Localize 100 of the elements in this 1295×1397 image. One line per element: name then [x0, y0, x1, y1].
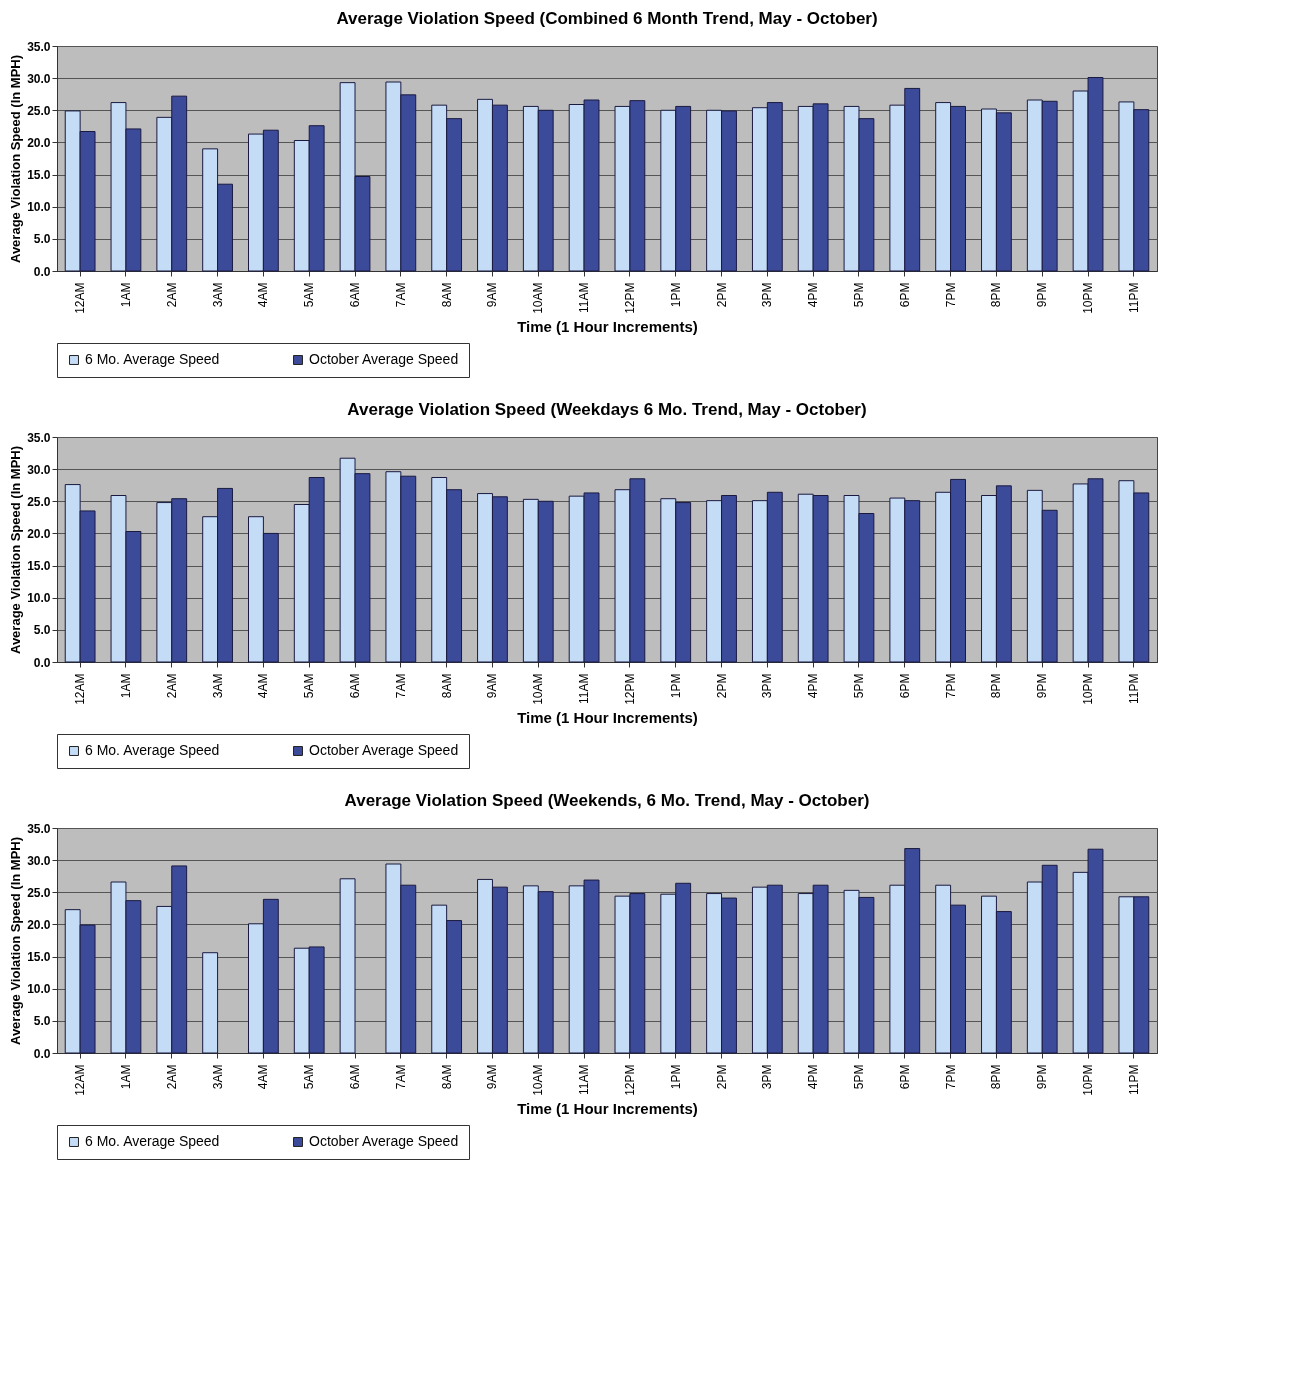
x-tick-label: 11AM: [577, 1064, 592, 1095]
chart-title: Average Violation Speed (Weekends, 6 Mo. Trend, May - October): [344, 791, 870, 810]
x-tick-label: 7PM: [943, 673, 958, 699]
x-tick-label: 8PM: [989, 282, 1004, 308]
x-tick-label: 6PM: [897, 282, 912, 308]
x-tick-label: 4PM: [806, 1064, 821, 1090]
y-tick-label: 20.0: [27, 917, 51, 932]
x-tick-label: 7PM: [943, 282, 958, 308]
y-tick-label: 5.0: [33, 1014, 51, 1029]
x-tick-label: 3PM: [760, 1064, 775, 1090]
x-tick-label: 10PM: [1081, 673, 1096, 705]
x-tick-label: 4AM: [256, 282, 271, 308]
legend-label: 6 Mo. Average Speed: [85, 1133, 220, 1149]
bar: [202, 952, 219, 1054]
x-tick-label: 2PM: [714, 673, 729, 699]
y-axis-title: Average Violation Speed (In MPH): [8, 836, 24, 1046]
legend-label: October Average Speed: [309, 742, 459, 758]
x-tick-label: 10PM: [1081, 1064, 1096, 1096]
x-tick-label: 9AM: [485, 1064, 500, 1090]
chart-title: Average Violation Speed (Weekdays 6 Mo. Trend, May - October): [347, 400, 867, 419]
x-tick-label: 11PM: [1126, 673, 1141, 704]
y-tick-label: 20.0: [27, 526, 51, 541]
x-tick-label: 7PM: [943, 1064, 958, 1090]
x-tick-label: 1AM: [118, 673, 133, 699]
x-axis-title: Time (1 Hour Increments): [517, 708, 698, 726]
y-axis-title: Average Violation Speed (In MPH): [8, 445, 24, 655]
x-tick-label: 6AM: [348, 282, 363, 308]
x-tick-label: 5PM: [851, 282, 866, 308]
x-tick-label: 11AM: [577, 282, 592, 313]
y-tick-label: 25.0: [27, 885, 51, 900]
y-tick-label: 30.0: [27, 853, 51, 868]
x-tick-label: 2PM: [714, 282, 729, 308]
x-tick-label: 1PM: [668, 673, 683, 699]
x-tick-label: 4PM: [806, 282, 821, 308]
x-tick-label: 3AM: [210, 282, 225, 308]
x-tick-label: 6PM: [897, 673, 912, 699]
y-tick-label: 20.0: [27, 135, 51, 150]
x-tick-label: 10AM: [531, 1064, 546, 1096]
x-tick-label: 11PM: [1126, 282, 1141, 313]
y-tick-label: 30.0: [27, 71, 51, 86]
x-tick-label: 1AM: [118, 1064, 133, 1090]
x-tick-label: 10AM: [531, 282, 546, 314]
x-tick-label: 8PM: [989, 1064, 1004, 1090]
x-tick-label: 9PM: [1035, 1064, 1050, 1090]
y-tick-label: 35.0: [27, 821, 51, 836]
y-tick-label: 15.0: [27, 168, 51, 183]
y-tick-label: 30.0: [27, 462, 51, 477]
y-axis-title: Average Violation Speed (In MPH): [8, 54, 24, 264]
x-tick-label: 12AM: [73, 282, 88, 314]
x-tick-label: 3AM: [210, 1064, 225, 1090]
x-tick-label: 2AM: [164, 673, 179, 699]
y-tick-label: 15.0: [27, 559, 51, 574]
x-tick-label: 7AM: [393, 673, 408, 699]
x-tick-label: 5AM: [302, 1064, 317, 1090]
x-tick-label: 11AM: [577, 673, 592, 704]
y-tick-label: 10.0: [27, 200, 51, 215]
x-tick-label: 4AM: [256, 1064, 271, 1090]
x-tick-label: 10PM: [1081, 282, 1096, 314]
x-tick-label: 12PM: [622, 1064, 637, 1096]
y-tick-label: 15.0: [27, 950, 51, 965]
x-tick-label: 6AM: [348, 1064, 363, 1090]
x-axis-title: Time (1 Hour Increments): [517, 317, 698, 335]
x-tick-label: 1PM: [668, 282, 683, 308]
y-tick-label: 0.0: [33, 1046, 51, 1061]
x-tick-label: 10AM: [531, 673, 546, 705]
x-tick-label: 1AM: [118, 282, 133, 308]
x-tick-label: 7AM: [393, 1064, 408, 1090]
x-axis-title: Time (1 Hour Increments): [517, 1099, 698, 1117]
x-tick-label: 7AM: [393, 282, 408, 308]
x-tick-label: 11PM: [1126, 1064, 1141, 1095]
x-tick-label: 5PM: [851, 1064, 866, 1090]
legend-label: 6 Mo. Average Speed: [85, 351, 220, 367]
chart-title: Average Violation Speed (Combined 6 Month Trend, May - October): [336, 9, 878, 28]
x-tick-label: 9PM: [1035, 282, 1050, 308]
x-tick-label: 8PM: [989, 673, 1004, 699]
y-tick-label: 25.0: [27, 494, 51, 509]
x-tick-label: 4AM: [256, 673, 271, 699]
x-tick-label: 9AM: [485, 673, 500, 699]
y-tick-label: 0.0: [33, 655, 51, 670]
y-tick-label: 5.0: [33, 232, 51, 247]
x-tick-label: 1PM: [668, 1064, 683, 1090]
x-tick-label: 9PM: [1035, 673, 1050, 699]
bar: [339, 878, 356, 1054]
legend-label: 6 Mo. Average Speed: [85, 742, 220, 758]
y-tick-label: 10.0: [27, 591, 51, 606]
y-tick-label: 5.0: [33, 623, 51, 638]
x-tick-label: 5AM: [302, 282, 317, 308]
y-tick-label: 0.0: [33, 264, 51, 279]
x-tick-label: 12PM: [622, 282, 637, 314]
x-tick-label: 8AM: [439, 673, 454, 699]
x-tick-label: 2AM: [164, 1064, 179, 1090]
x-tick-label: 3PM: [760, 673, 775, 699]
x-tick-label: 12AM: [73, 1064, 88, 1096]
x-tick-label: 2AM: [164, 282, 179, 308]
y-tick-label: 25.0: [27, 103, 51, 118]
x-tick-label: 6AM: [348, 673, 363, 699]
y-tick-label: 10.0: [27, 982, 51, 997]
x-tick-label: 3PM: [760, 282, 775, 308]
x-tick-label: 12AM: [73, 673, 88, 705]
x-tick-label: 3AM: [210, 673, 225, 699]
